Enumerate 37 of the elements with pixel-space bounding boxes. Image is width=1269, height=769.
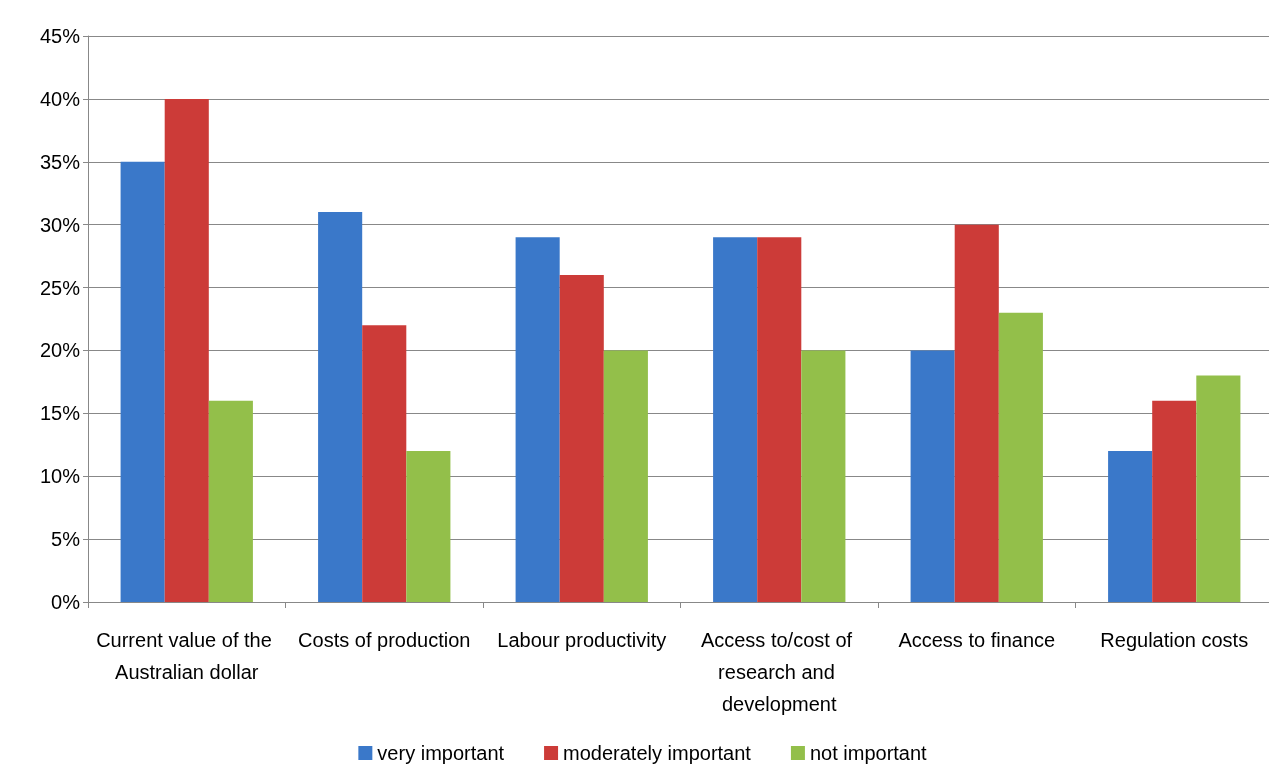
bar	[757, 237, 802, 602]
x-tick-label: Current value of the Australian dollar	[96, 629, 278, 683]
bar	[954, 224, 999, 602]
x-tick-label: Labour productivity	[497, 629, 667, 651]
y-tick-label: 20%	[39, 339, 81, 362]
bar	[164, 98, 209, 602]
y-tick-label: 30%	[39, 213, 81, 236]
legend-label: very important	[377, 742, 505, 764]
bar	[1196, 375, 1241, 602]
y-tick-label: 35%	[39, 150, 81, 173]
bar	[801, 350, 846, 602]
x-tick-label: Access to finance	[898, 629, 1056, 651]
bar	[559, 274, 604, 602]
bar	[318, 212, 363, 602]
bar	[1152, 400, 1197, 602]
bar	[998, 312, 1043, 602]
bar	[713, 237, 758, 602]
x-tick-label: Costs of production	[298, 629, 471, 651]
legend-label: moderately important	[563, 742, 752, 764]
x-tick-label: Regulation costs	[1100, 629, 1249, 651]
bar	[120, 161, 165, 602]
bar	[362, 325, 407, 602]
legend-label: not important	[809, 742, 928, 764]
y-tick-label: 40%	[39, 87, 81, 110]
y-tick-label: 0%	[51, 591, 81, 613]
bar	[910, 350, 955, 602]
x-tick-label: Access to/cost of research and development	[700, 629, 858, 715]
y-tick-label: 45%	[39, 25, 81, 47]
bar	[1108, 451, 1153, 602]
y-tick-label: 5%	[51, 528, 81, 551]
bar	[603, 350, 648, 602]
y-tick-label: 10%	[39, 465, 81, 488]
y-tick-label: 15%	[39, 402, 81, 425]
bar	[515, 237, 560, 602]
y-tick-label: 25%	[39, 276, 81, 299]
bar	[208, 400, 253, 602]
bar	[406, 451, 451, 602]
